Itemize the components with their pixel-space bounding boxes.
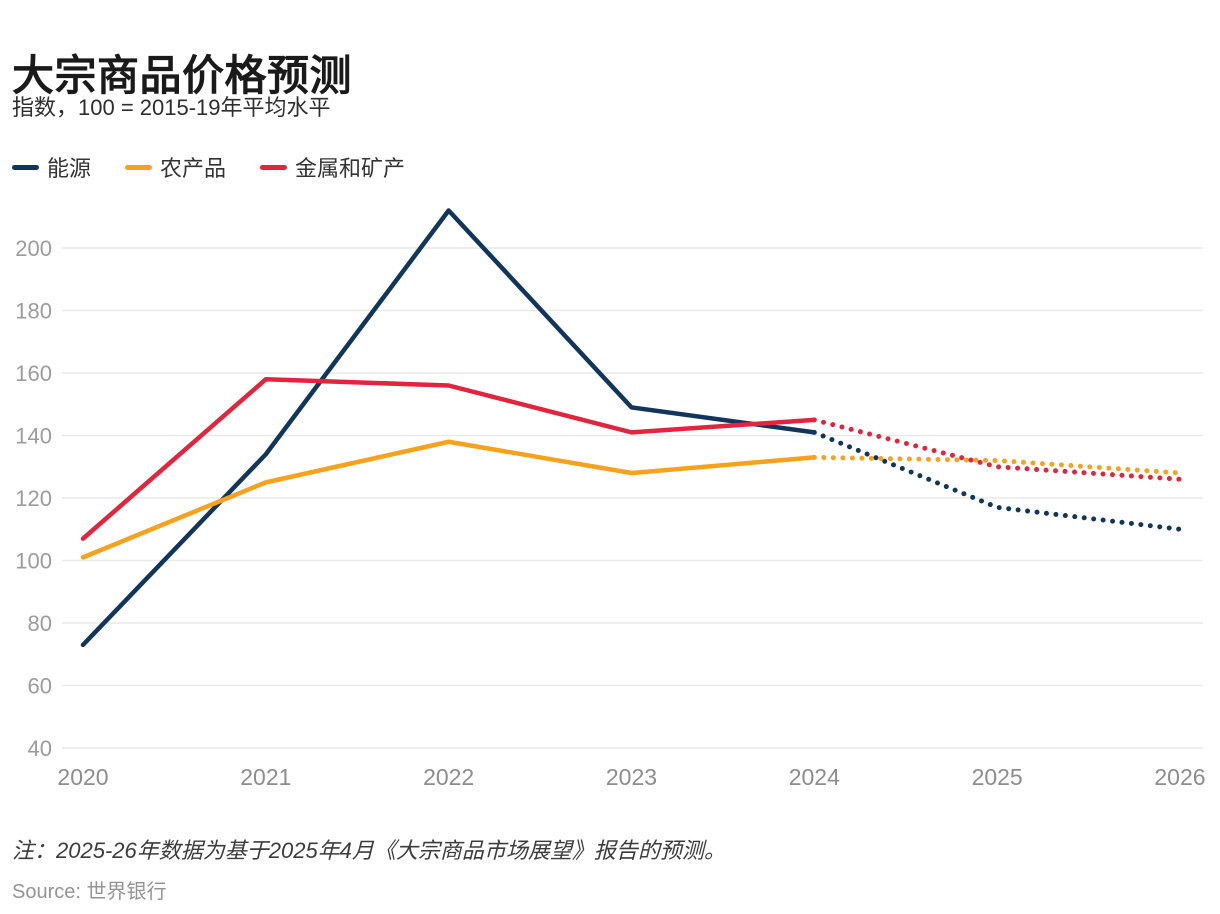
x-tick-label: 2024 bbox=[789, 764, 840, 790]
y-tick-label: 40 bbox=[28, 736, 52, 761]
y-tick-label: 180 bbox=[15, 299, 52, 324]
legend-label-metals: 金属和矿产 bbox=[295, 156, 406, 181]
y-tick-label: 100 bbox=[15, 549, 52, 574]
metals-line-solid bbox=[80, 377, 817, 541]
x-tick-label: 2026 bbox=[1154, 764, 1205, 790]
metals-line-swatch bbox=[260, 164, 288, 170]
legend-item-metals: 金属和矿产 bbox=[260, 151, 405, 183]
footnote: 注：2025-26年数据为基于2025年4月《大宗商品市场展望》报告的预测。 bbox=[12, 838, 726, 863]
line-chart: 40 60 80 100 120 140 160 180 200 2020 2021 2022 2023… bbox=[0, 200, 1220, 800]
x-tick-label: 2022 bbox=[423, 764, 474, 790]
energy-line-forecast-dotted bbox=[811, 429, 1183, 532]
legend-item-energy: 能源 bbox=[12, 151, 91, 183]
x-tick-label: 2020 bbox=[57, 764, 108, 790]
y-tick-label: 140 bbox=[15, 424, 52, 449]
energy-line-swatch bbox=[12, 164, 39, 170]
y-tick-label: 200 bbox=[15, 236, 52, 261]
metals-line-forecast-dotted bbox=[811, 417, 1183, 482]
legend-label-energy: 能源 bbox=[47, 156, 92, 181]
y-tick-label: 80 bbox=[28, 611, 52, 636]
y-tick-label: 60 bbox=[28, 674, 52, 699]
legend-item-agriculture: 农产品 bbox=[125, 151, 226, 183]
x-tick-label: 2021 bbox=[240, 764, 291, 790]
x-tick-label: 2025 bbox=[972, 764, 1023, 790]
chart-subtitle: 指数，100 = 2015-19年平均水平 bbox=[12, 95, 331, 120]
y-tick-label: 120 bbox=[15, 486, 52, 511]
y-tick-label: 160 bbox=[15, 361, 52, 386]
agriculture-line-solid bbox=[80, 439, 817, 560]
chart-legend: 能源 农产品 金属和矿产 bbox=[12, 151, 405, 183]
agriculture-line-swatch bbox=[125, 164, 153, 170]
legend-label-agriculture: 农产品 bbox=[160, 156, 227, 181]
source-line: Source: 世界银行 bbox=[12, 881, 167, 903]
price-forecast-chart-svg: 40 60 80 100 120 140 160 180 200 2020 2021 2022 2023… bbox=[15, 208, 1206, 790]
agriculture-line-forecast-dotted bbox=[811, 454, 1183, 476]
x-tick-label: 2023 bbox=[606, 764, 657, 790]
page-title: 大宗商品价格预测 bbox=[12, 52, 353, 100]
energy-line-solid bbox=[80, 208, 817, 648]
